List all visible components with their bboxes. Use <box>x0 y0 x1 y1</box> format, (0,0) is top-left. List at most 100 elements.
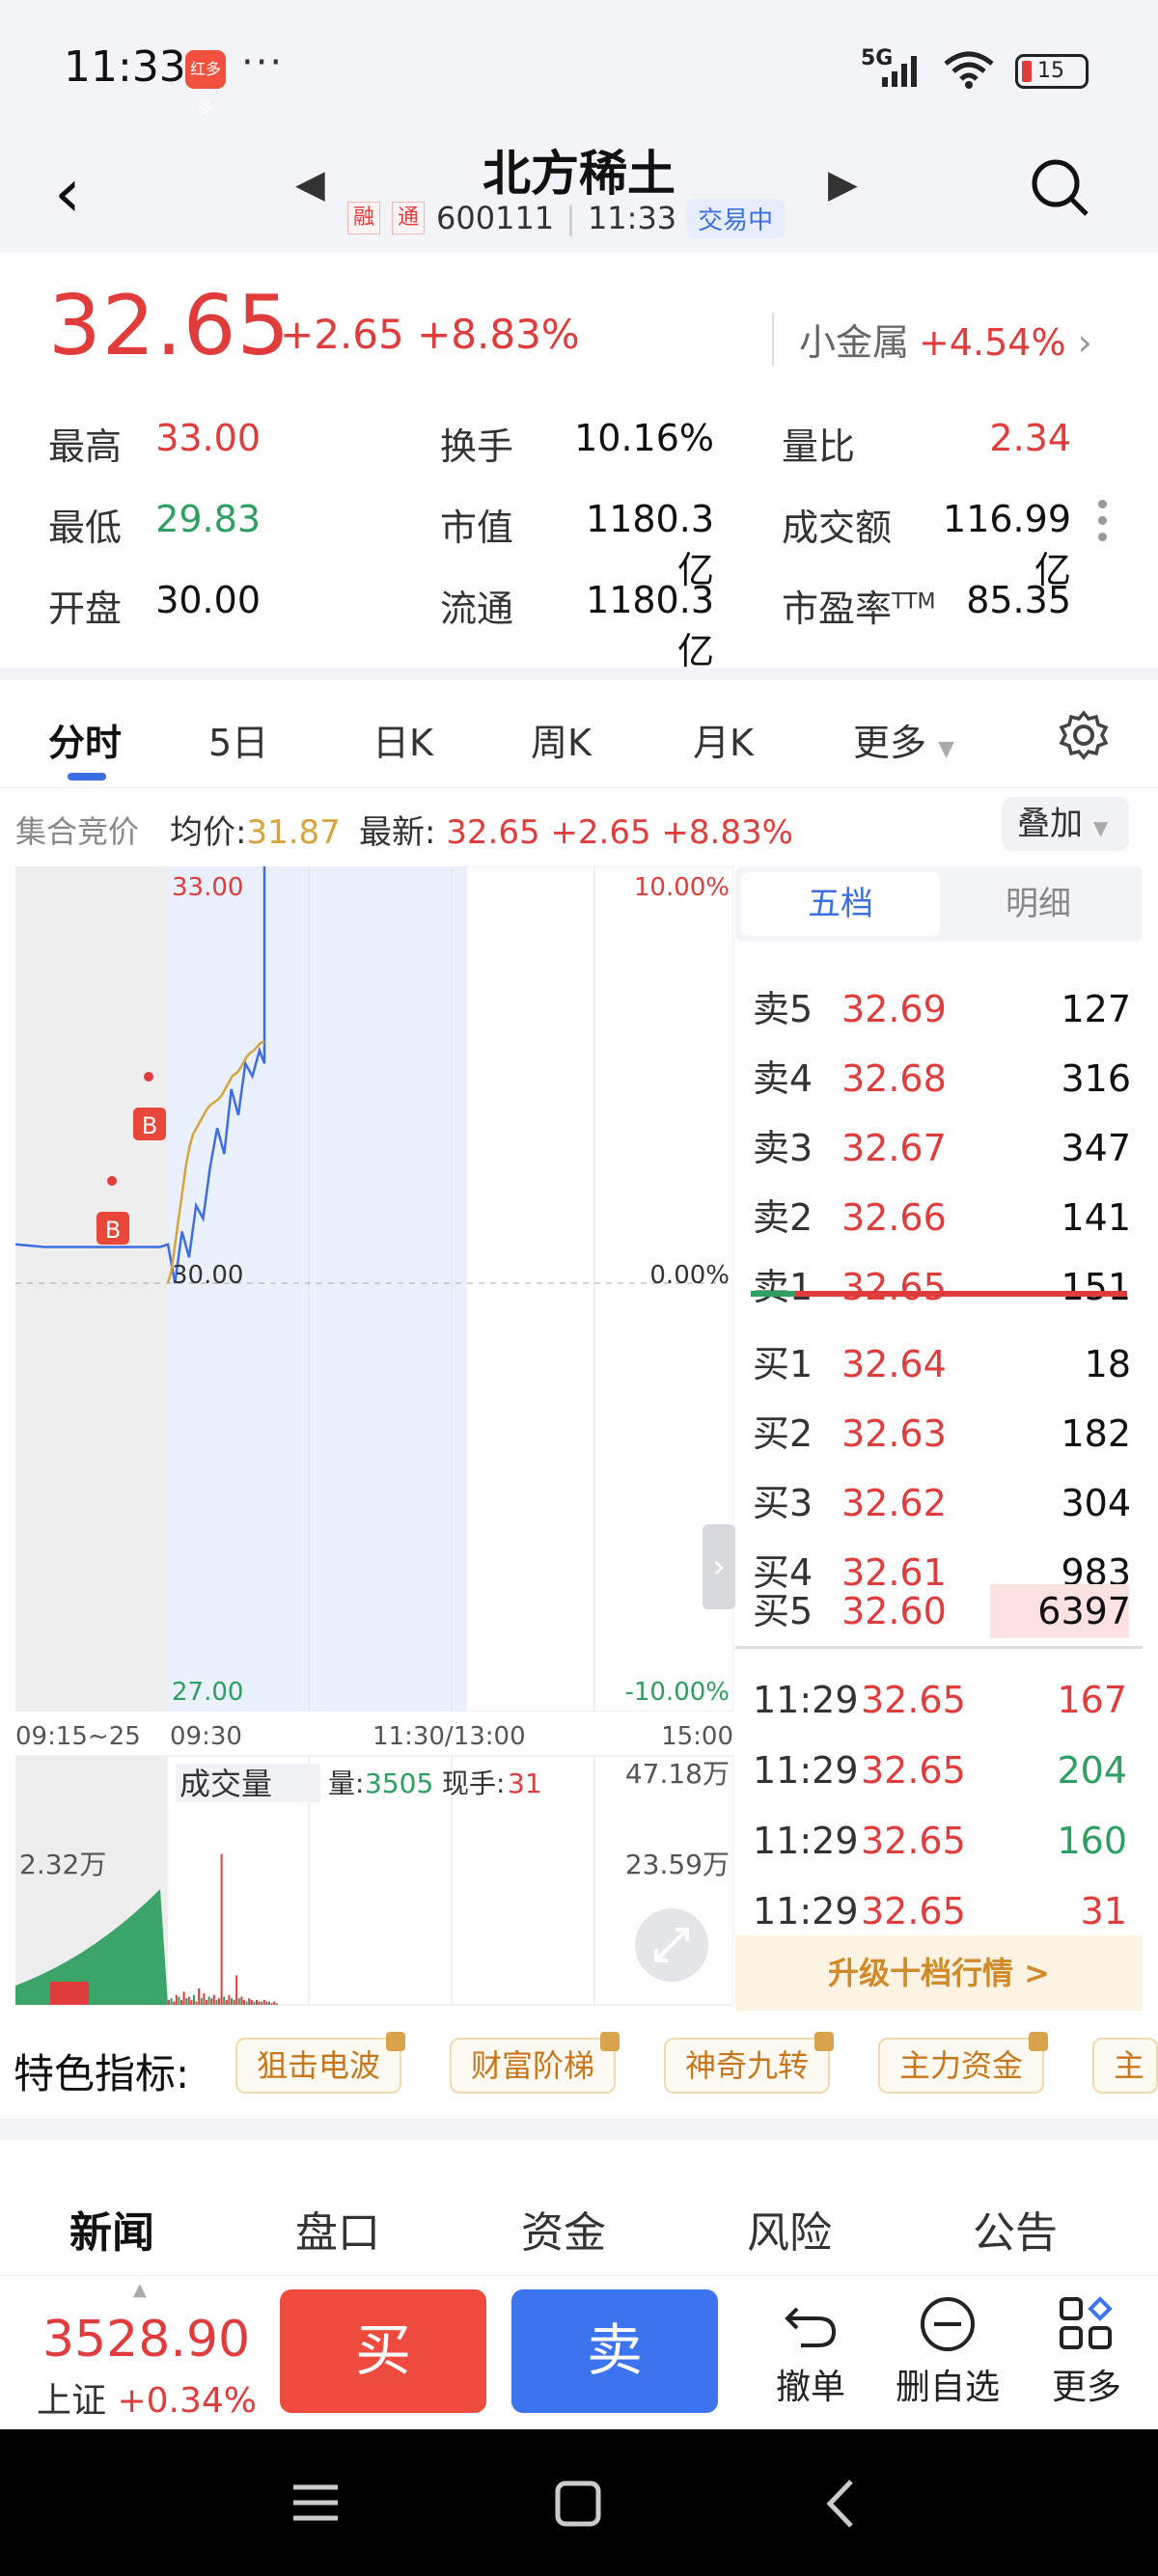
stat-value: 2.34 <box>989 417 1071 459</box>
stat-label: 最低 <box>48 507 123 549</box>
chart-tabs: 分时 5日 日K 周K 月K 更多 ▼ <box>0 680 1158 788</box>
overlay-button[interactable]: 叠加 ▼ <box>1002 797 1129 851</box>
tab-details[interactable]: 明细 <box>1006 885 1071 923</box>
tab-more[interactable]: 更多 ▼ <box>853 722 955 764</box>
sector-link[interactable]: 小金属 +4.54% › <box>772 313 1092 366</box>
ask-row: 卖3 32.67 347 <box>753 1127 1131 1169</box>
volume-bar <box>168 1999 170 2005</box>
stat-label: 开盘 <box>48 588 123 630</box>
stock-name: 北方稀土 <box>482 146 676 202</box>
volume-bar <box>248 1998 251 2005</box>
chip-indicator[interactable]: 狙击电波 <box>235 2032 406 2094</box>
stock-header: ‹ ◀ 北方稀土 融 通 600111 | 11:33 交易中 ▶ <box>0 135 1158 253</box>
home-icon[interactable] <box>554 2480 602 2528</box>
tab-funds[interactable]: 资金 <box>521 2208 606 2258</box>
stat-label: 流通 <box>440 588 514 630</box>
intraday-chart[interactable]: BB 33.00 30.00 27.00 10.00% 0.00% -10.00… <box>15 866 733 2009</box>
back-button[interactable]: ‹ <box>54 153 81 233</box>
volume-bar <box>237 1998 240 2005</box>
latest-price-label: 最新: 32.65 +2.65 +8.83% <box>359 813 793 852</box>
ask-row: 卖1 32.65 151 <box>753 1266 1131 1308</box>
lock-icon <box>600 2032 620 2051</box>
volume-bar <box>258 2001 261 2005</box>
bid-row: 买2 32.63 182 <box>753 1412 1131 1455</box>
app-notification-icon: 红多多 <box>185 50 226 117</box>
chip-indicator[interactable]: 主力资金 <box>878 2032 1049 2094</box>
tab-announcement[interactable]: 公告 <box>973 2208 1058 2258</box>
ask-row: 卖5 32.69 127 <box>753 988 1131 1030</box>
fullscreen-icon[interactable] <box>635 1908 708 1982</box>
y-right-low: -10.00% <box>624 1678 730 1707</box>
vol-mid-left: 2.32万 <box>19 1849 106 1880</box>
price-line <box>15 866 266 1284</box>
volume-bar <box>182 1991 185 2005</box>
chip-indicator[interactable]: 神奇九转 <box>664 2032 835 2094</box>
vol-top-right: 47.18万 <box>625 1758 730 1790</box>
avg-price-line <box>166 1040 265 1284</box>
sell-button[interactable]: 卖 <box>511 2289 718 2413</box>
menu-icon[interactable] <box>291 2481 340 2524</box>
x-label-close: 15:00 <box>661 1722 733 1751</box>
volume-bar <box>185 1998 188 2005</box>
tab-news[interactable]: 新闻 <box>69 2208 154 2258</box>
chip-indicator[interactable]: 财富阶梯 <box>450 2032 620 2094</box>
buy-marker-label: B <box>105 1217 121 1244</box>
tab-risk[interactable]: 风险 <box>747 2208 832 2258</box>
remove-watchlist-button[interactable]: 删自选 <box>890 2295 1006 2409</box>
tab-daily[interactable]: 日K <box>372 722 433 764</box>
tab-monthly[interactable]: 月K <box>693 722 754 764</box>
more-button[interactable]: 更多 <box>1029 2295 1144 2409</box>
bid-row: 买3 32.62 304 <box>753 1482 1131 1524</box>
stat-label: 最高 <box>48 425 123 468</box>
now-hand-label: 现手: <box>442 1768 505 1799</box>
volume-bar <box>212 1994 215 2005</box>
tab-5day[interactable]: 5日 <box>208 722 269 764</box>
index-value[interactable]: 3528.90 <box>42 2311 251 2369</box>
news-tabs: 新闻 盘口 资金 风险 公告 <box>0 2140 1158 2275</box>
volume-bar <box>193 1994 195 2005</box>
volume-bar <box>235 1975 238 2005</box>
expand-chart-handle[interactable]: › <box>703 1524 735 1609</box>
price-lines: BB <box>15 866 266 1284</box>
search-icon[interactable] <box>1029 156 1090 218</box>
volume-bar <box>173 2001 176 2005</box>
nav-back-icon[interactable] <box>820 2478 859 2530</box>
buy-marker-dot <box>107 1176 117 1186</box>
chip-indicator[interactable]: 主 <box>1092 2038 1158 2094</box>
tab-intraday[interactable]: 分时 <box>48 722 123 764</box>
quote-time: 11:33 <box>587 200 677 236</box>
clock: 11:33 <box>64 42 186 92</box>
settings-gear-icon[interactable] <box>1058 709 1110 761</box>
lock-icon <box>386 2032 406 2051</box>
price-change: +2.65 +8.83% <box>280 311 580 358</box>
buy-marker-dot <box>144 1072 153 1082</box>
volume-bar <box>180 1999 182 2005</box>
margin-tag: 融 <box>347 202 380 234</box>
cancel-order-button[interactable]: 撤单 <box>753 2295 868 2409</box>
stat-label: 换手 <box>440 425 514 468</box>
trade-row: 11:29 32.65 204 <box>753 1749 1127 1792</box>
next-stock-icon[interactable]: ▶ <box>828 162 858 206</box>
stock-code: 600111 <box>436 200 555 236</box>
volume-label: 量: <box>328 1768 364 1799</box>
trade-row: 11:29 32.65 167 <box>753 1679 1127 1721</box>
tab-handicap[interactable]: 盘口 <box>295 2208 380 2258</box>
volume-bar <box>275 2003 278 2005</box>
index-expand-icon[interactable]: ▲ <box>133 2280 147 2300</box>
tab-five-levels[interactable]: 五档 <box>741 872 940 936</box>
stat-label: 市值 <box>440 507 514 549</box>
volume-bar <box>253 2001 256 2005</box>
volume-bar <box>170 1998 173 2005</box>
buy-button[interactable]: 买 <box>280 2289 486 2413</box>
tab-weekly[interactable]: 周K <box>531 722 592 764</box>
vol-mid-right: 23.59万 <box>625 1849 730 1880</box>
prev-stock-icon[interactable]: ◀ <box>295 162 325 206</box>
trade-bar: ▲ 3528.90 上证 +0.34% 买 卖 撤单 删自选 更多 <box>0 2275 1158 2429</box>
volume-bar <box>198 1988 201 2005</box>
volume-bar <box>240 1996 243 2005</box>
buy-marker <box>133 1108 166 1140</box>
upgrade-level10-button[interactable]: 升级十档行情 > <box>735 1935 1143 2011</box>
battery-level: 15 <box>1037 59 1064 83</box>
volume-bar <box>190 1999 193 2005</box>
stats-more-icon[interactable] <box>1098 500 1108 549</box>
